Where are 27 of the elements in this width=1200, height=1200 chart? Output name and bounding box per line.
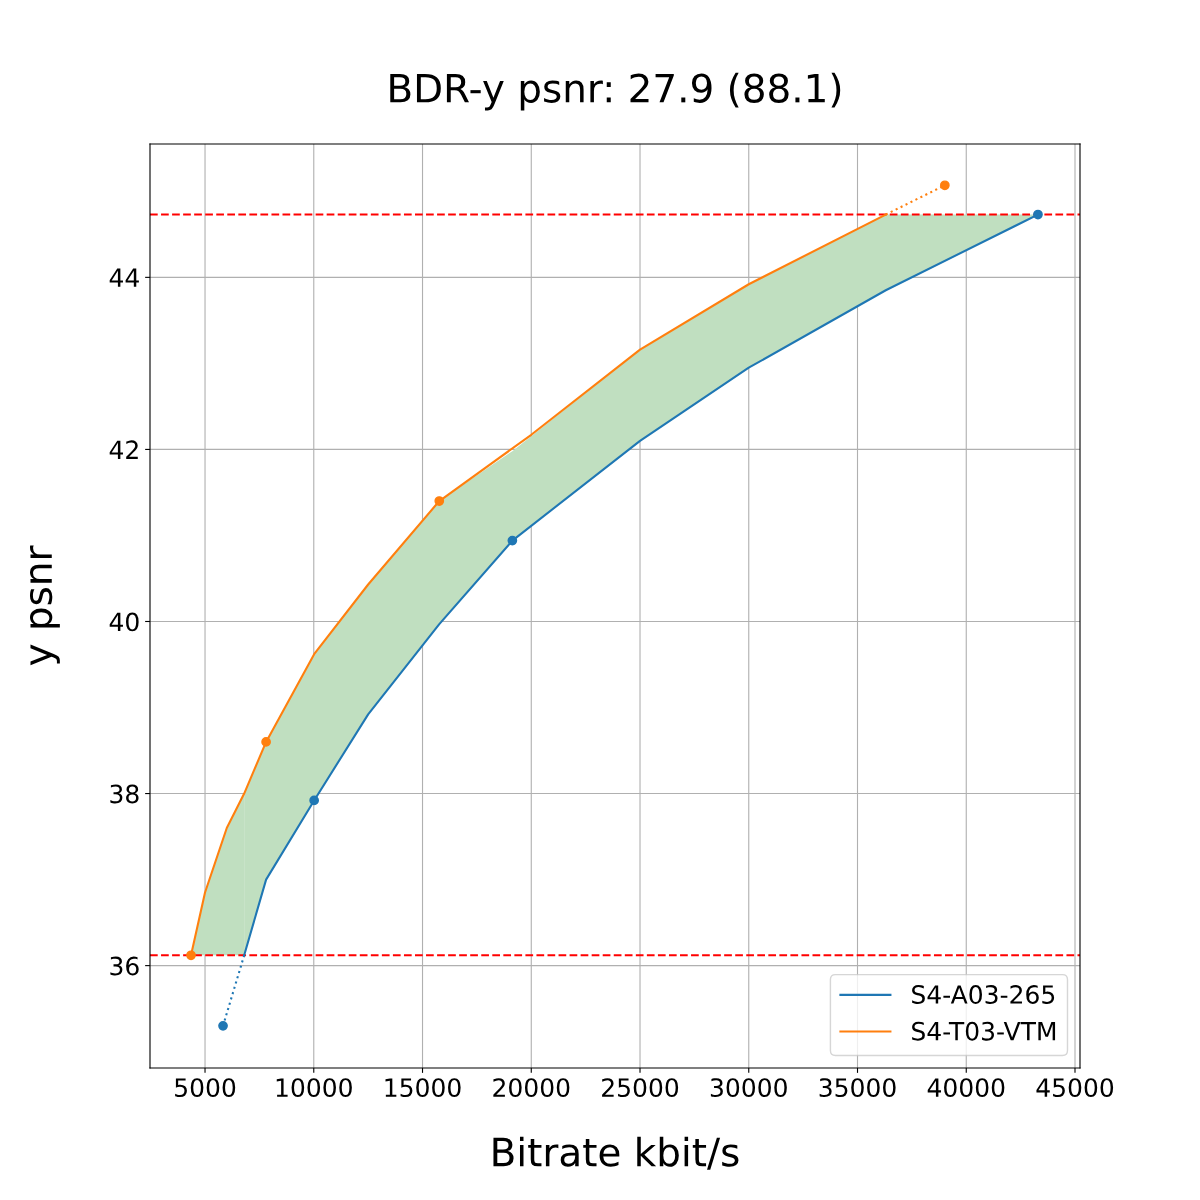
x-tick-label: 20000 xyxy=(493,1078,570,1098)
legend-label: S4-A03-265 xyxy=(912,985,1055,1004)
x-tick-label: 15000 xyxy=(385,1078,461,1098)
x-tick-label: 10000 xyxy=(276,1078,352,1098)
point xyxy=(186,950,196,961)
point xyxy=(939,180,950,191)
y-tick-label: 36 xyxy=(110,956,139,976)
point xyxy=(1033,209,1043,220)
chart-title: BDR-y psnr: 27.9 (88.1) xyxy=(390,72,841,111)
point xyxy=(309,795,320,806)
x-tick-label: 5000 xyxy=(175,1078,236,1098)
x-axis-title: Bitrate kbit/s xyxy=(493,1136,739,1170)
legend-label: S4-T03-VTM xyxy=(912,1021,1056,1041)
x-tick-label: 45000 xyxy=(1036,1078,1114,1098)
point xyxy=(261,737,271,747)
point xyxy=(434,496,445,506)
y-tick-label: 38 xyxy=(110,784,139,804)
y-tick-label: 42 xyxy=(109,440,138,459)
x-tick-label: 40000 xyxy=(927,1078,1005,1098)
y-tick-label: 40 xyxy=(109,612,139,632)
point xyxy=(218,1020,228,1031)
x-tick-label: 30000 xyxy=(710,1078,787,1098)
point xyxy=(507,535,518,546)
y-tick-label: 44 xyxy=(109,268,139,287)
y-axis-title: y psnr xyxy=(29,545,60,666)
x-tick-label: 25000 xyxy=(602,1078,679,1098)
x-tick-label: 35000 xyxy=(819,1078,896,1098)
